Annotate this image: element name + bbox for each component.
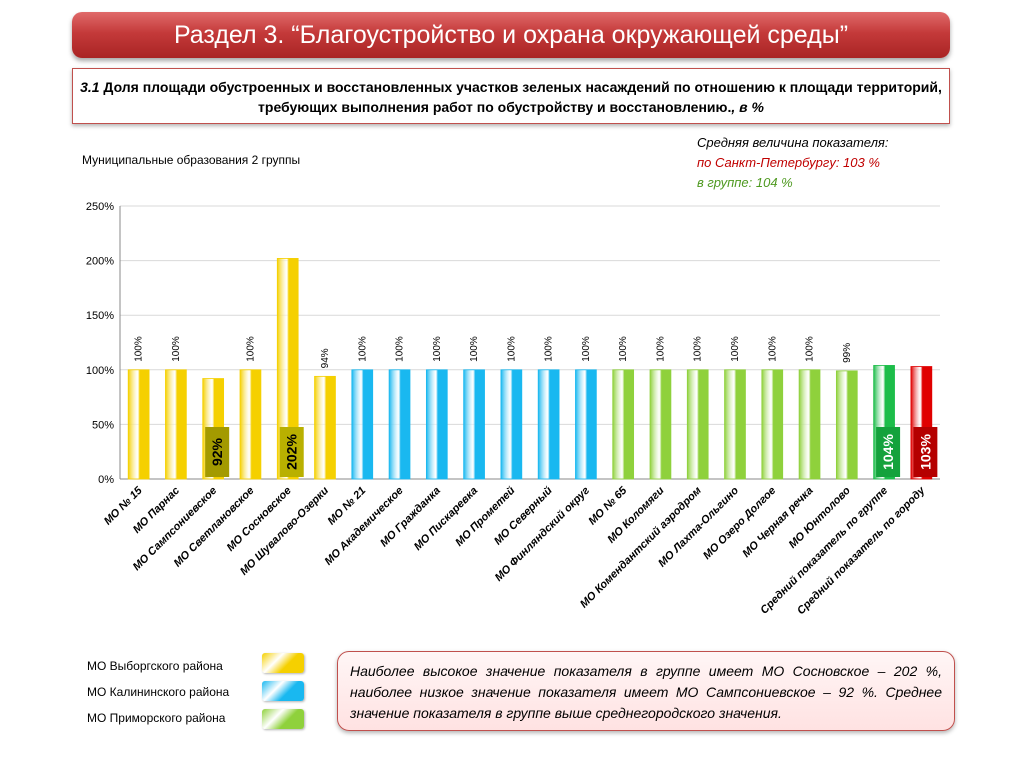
value-label: 100% xyxy=(134,336,145,362)
value-label: 94% xyxy=(320,348,331,368)
value-label: 100% xyxy=(693,336,704,362)
value-label: 99% xyxy=(842,343,853,363)
summary-note-text: Наиболее высокое значение показателя в г… xyxy=(350,663,942,721)
y-tick-label: 200% xyxy=(86,256,114,268)
indicator-number: 3.1 xyxy=(80,79,100,95)
bar xyxy=(276,258,299,480)
bar xyxy=(835,370,858,480)
value-label: 202% xyxy=(284,434,300,470)
bar xyxy=(649,369,672,480)
legend-label-vyborg: МО Выборгского района xyxy=(87,659,223,673)
legend-label-kalinin: МО Калининского района xyxy=(87,685,230,699)
average-city: по Санкт-Петербургу: 103 % xyxy=(697,155,880,170)
bar xyxy=(239,369,262,480)
bar xyxy=(761,369,784,480)
value-label: 100% xyxy=(357,336,368,362)
bar xyxy=(165,369,187,480)
value-label: 100% xyxy=(432,336,443,362)
value-label: 100% xyxy=(395,336,406,362)
legend-swatch-blue xyxy=(262,681,304,701)
indicator-text: Доля площади обустроенных и восстановлен… xyxy=(99,79,942,115)
value-label-box xyxy=(279,427,304,477)
x-tick-label: МО Озеро Долгое xyxy=(701,485,778,562)
section-title-banner: Раздел 3. “Благоустройство и охрана окру… xyxy=(72,12,950,58)
value-label: 100% xyxy=(805,336,816,362)
bar xyxy=(798,369,821,480)
bar xyxy=(537,369,560,480)
legend-swatch-green xyxy=(262,709,304,729)
indicator-title-box: 3.1 Доля площади обустроенных и восстано… xyxy=(72,68,950,124)
legend-swatch-yellow xyxy=(262,653,304,673)
bar xyxy=(575,369,597,480)
bar xyxy=(351,369,374,480)
x-tick-label: МО Сосновское xyxy=(225,485,294,554)
bar xyxy=(500,369,523,480)
y-tick-label: 150% xyxy=(86,310,114,322)
value-label: 104% xyxy=(880,434,896,470)
value-label-box xyxy=(876,427,901,477)
x-tick-label: МО Черная речка xyxy=(740,485,815,560)
bar xyxy=(388,369,411,480)
value-label: 100% xyxy=(544,336,555,362)
value-label-box xyxy=(205,427,230,477)
bar xyxy=(314,375,336,480)
bar xyxy=(127,369,150,480)
bar xyxy=(425,369,448,480)
average-heading: Средняя величина показателя: xyxy=(697,135,889,150)
y-tick-label: 50% xyxy=(92,419,114,431)
value-label: 100% xyxy=(245,336,256,362)
value-label-box xyxy=(913,427,938,477)
bar xyxy=(686,369,709,480)
bar xyxy=(612,369,635,480)
value-label: 100% xyxy=(767,336,778,362)
value-label: 100% xyxy=(730,336,741,362)
value-label: 92% xyxy=(209,437,225,466)
value-label: 100% xyxy=(655,336,666,362)
summary-note: Наиболее высокое значение показателя в г… xyxy=(337,651,955,731)
x-tick-label: МО Пискаревка xyxy=(412,485,480,553)
group-label: Муниципальные образования 2 группы xyxy=(82,153,301,167)
y-tick-label: 100% xyxy=(86,365,114,377)
average-group: в группе: 104 % xyxy=(697,175,793,190)
y-tick-label: 250% xyxy=(86,201,114,213)
value-label: 100% xyxy=(469,336,480,362)
value-label: 100% xyxy=(171,336,182,362)
value-label: 100% xyxy=(506,336,517,362)
average-info: Средняя величина показателя: по Санкт-Пе… xyxy=(697,133,888,193)
bar xyxy=(724,369,746,480)
value-label: 103% xyxy=(917,434,933,470)
section-title: Раздел 3. “Благоустройство и охрана окру… xyxy=(173,21,849,49)
value-label: 100% xyxy=(581,336,592,362)
legend-label-primorsky: МО Приморского района xyxy=(87,711,226,725)
y-tick-label: 0% xyxy=(98,474,114,486)
indicator-unit: , в % xyxy=(731,99,764,115)
value-label: 100% xyxy=(618,336,629,362)
bar xyxy=(463,369,485,480)
